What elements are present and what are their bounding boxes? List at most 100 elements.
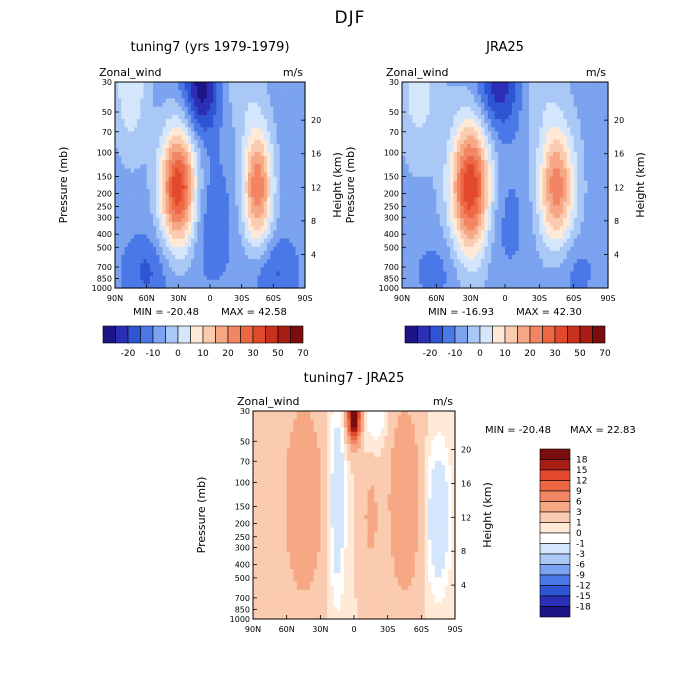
heatmap-cell — [402, 164, 407, 170]
heatmap-cell — [501, 147, 506, 153]
heatmap-cell — [402, 127, 407, 133]
heatmap-cell — [149, 176, 154, 182]
heatmap-cell — [124, 172, 129, 178]
heatmap-cell — [270, 250, 274, 256]
heatmap-cell — [276, 185, 281, 190]
heatmap-cell — [194, 230, 198, 236]
heatmap-cell — [446, 98, 451, 104]
heatmap-cell — [446, 209, 451, 215]
heatmap-cell — [263, 230, 268, 236]
heatmap-cell — [118, 226, 122, 231]
heatmap-cell — [549, 147, 554, 153]
heatmap-cell — [149, 193, 154, 198]
heatmap-cell — [532, 143, 537, 149]
heatmap-cell — [580, 189, 585, 194]
heatmap-cell — [298, 201, 303, 207]
heatmap-cell — [566, 110, 571, 116]
heatmap-cell — [248, 168, 252, 174]
heatmap-cell — [511, 185, 516, 190]
heatmap-cell — [140, 180, 145, 186]
heatmap-cell — [175, 110, 179, 116]
heatmap-cell — [238, 180, 243, 186]
heatmap-cell — [244, 156, 249, 161]
heatmap-cell — [248, 259, 252, 264]
heatmap-cell — [124, 263, 129, 268]
heatmap-cell — [197, 114, 202, 120]
heatmap-cell — [153, 242, 157, 248]
heatmap-cell — [260, 222, 265, 227]
heatmap-cell — [474, 176, 479, 182]
heatmap-cell — [453, 172, 458, 178]
heatmap-cell — [402, 180, 407, 186]
heatmap-cell — [419, 189, 424, 194]
heatmap-cell — [412, 86, 417, 91]
heatmap-cell — [248, 238, 252, 244]
heatmap-cell — [518, 90, 523, 95]
heatmap-cell — [257, 106, 262, 112]
heatmap-cell — [222, 106, 227, 112]
heatmap-cell — [203, 123, 208, 128]
heatmap-cell — [436, 135, 441, 141]
heatmap-cell — [191, 185, 195, 190]
heatmap-cell — [162, 164, 167, 170]
heatmap-cell — [474, 123, 479, 128]
heatmap-cell — [556, 106, 561, 112]
heatmap-cell — [181, 180, 186, 186]
heatmap-cell — [153, 131, 157, 137]
heatmap-cell — [298, 205, 303, 211]
heatmap-cell — [159, 263, 164, 268]
heatmap-cell — [172, 127, 176, 133]
heatmap-cell — [505, 152, 510, 157]
heatmap-cell — [181, 259, 186, 264]
heatmap-cell — [118, 143, 122, 149]
heatmap-cell — [219, 131, 224, 137]
heatmap-cell — [556, 102, 561, 108]
heatmap-cell — [498, 160, 503, 165]
heatmap-cell — [130, 119, 135, 124]
heatmap-cell — [505, 172, 510, 178]
heatmap-cell — [244, 189, 249, 194]
heatmap-cell — [232, 209, 236, 215]
heatmap-cell — [206, 185, 211, 190]
heatmap-cell — [419, 90, 424, 95]
heatmap-cell — [149, 152, 154, 157]
heatmap-cell — [251, 160, 255, 165]
heatmap-cell — [222, 217, 227, 223]
heatmap-cell — [570, 135, 575, 141]
heatmap-cell — [232, 119, 236, 124]
heatmap-cell — [450, 205, 455, 211]
heatmap-cell — [597, 189, 602, 194]
heatmap-cell — [556, 143, 561, 149]
heatmap-cell — [197, 222, 202, 227]
heatmap-cell — [225, 259, 230, 264]
heatmap-cell — [542, 168, 547, 174]
heatmap-cell — [422, 201, 427, 207]
heatmap-cell — [463, 176, 468, 182]
heatmap-cell — [412, 114, 417, 120]
heatmap-cell — [213, 226, 217, 231]
heatmap-cell — [172, 139, 176, 145]
heatmap-cell — [121, 242, 126, 248]
heatmap-cell — [263, 160, 268, 165]
heatmap-cell — [178, 185, 183, 190]
heatmap-cell — [601, 98, 606, 104]
heatmap-cell — [203, 147, 208, 153]
heatmap-cell — [184, 217, 189, 223]
heatmap-cell — [415, 90, 420, 95]
heatmap-cell — [590, 82, 595, 87]
heatmap-cell — [484, 172, 489, 178]
heatmap-cell — [559, 209, 564, 215]
heatmap-cell — [570, 114, 575, 120]
heatmap-cell — [467, 197, 472, 203]
heatmap-cell — [580, 139, 585, 145]
heatmap-cell — [402, 82, 407, 87]
heatmap-cell — [203, 201, 208, 207]
heatmap-cell — [402, 106, 407, 112]
heatmap-cell — [273, 197, 278, 203]
heatmap-cell — [210, 156, 214, 161]
heatmap-cell — [546, 98, 551, 104]
heatmap-cell — [248, 106, 252, 112]
heatmap-cell — [219, 250, 224, 256]
heatmap-cell — [601, 123, 606, 128]
heatmap-cell — [216, 114, 221, 120]
